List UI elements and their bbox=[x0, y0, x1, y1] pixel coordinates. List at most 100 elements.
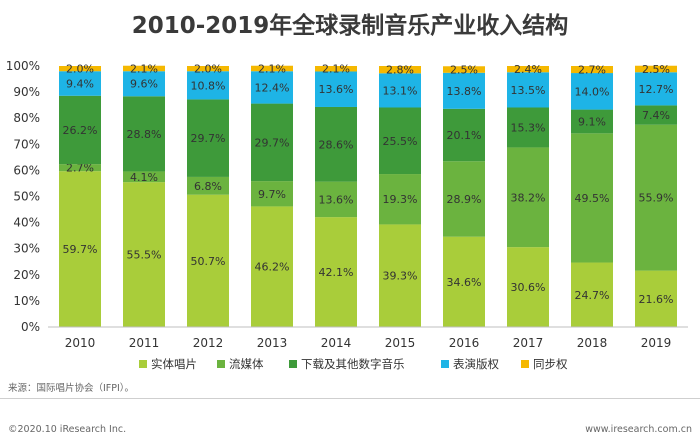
x-tick-label: 2011 bbox=[129, 336, 160, 350]
y-tick-label: 70% bbox=[13, 137, 40, 151]
data-label: 29.7% bbox=[191, 132, 226, 145]
legend-label: 下载及其他数字音乐 bbox=[301, 357, 405, 371]
bar-segment bbox=[443, 161, 485, 237]
legend-swatch bbox=[217, 360, 225, 368]
data-label: 10.8% bbox=[191, 79, 226, 92]
data-label: 9.7% bbox=[258, 188, 286, 201]
data-label: 19.3% bbox=[383, 193, 418, 206]
footer-divider bbox=[0, 398, 700, 399]
bar-segment bbox=[507, 107, 549, 148]
bar-segment bbox=[507, 72, 549, 108]
y-tick-label: 50% bbox=[13, 190, 40, 204]
bar-segment bbox=[379, 107, 421, 175]
source-note: 来源：国际唱片协会（IFPI）。 bbox=[8, 383, 135, 394]
data-label: 13.6% bbox=[319, 83, 354, 96]
bar-segment bbox=[379, 73, 421, 108]
y-tick-label: 60% bbox=[13, 163, 40, 177]
data-label: 38.2% bbox=[511, 191, 546, 204]
y-tick-label: 40% bbox=[13, 216, 40, 230]
data-label: 4.1% bbox=[130, 171, 158, 184]
bar-segment bbox=[571, 262, 613, 327]
data-label: 9.6% bbox=[130, 78, 158, 91]
bar-segment bbox=[315, 71, 357, 107]
data-label: 2.1% bbox=[322, 63, 350, 76]
y-tick-label: 0% bbox=[21, 320, 40, 334]
x-tick-label: 2010 bbox=[65, 336, 96, 350]
data-label: 49.5% bbox=[575, 192, 610, 205]
bar-segment bbox=[315, 217, 357, 327]
bar-segment bbox=[571, 73, 613, 110]
bar-segment bbox=[187, 194, 229, 327]
data-label: 2.0% bbox=[194, 63, 222, 76]
data-label: 2.5% bbox=[450, 64, 478, 77]
bar-segment bbox=[443, 72, 485, 109]
data-label: 13.1% bbox=[383, 84, 418, 97]
data-label: 46.2% bbox=[255, 261, 290, 274]
copyright: ©2020.10 iResearch Inc. bbox=[8, 424, 127, 435]
bar-segment bbox=[507, 247, 549, 327]
y-tick-label: 100% bbox=[6, 59, 40, 73]
data-label: 13.8% bbox=[447, 85, 482, 98]
data-label: 2.1% bbox=[258, 62, 286, 75]
stacked-bar-chart: 0% 10% 20% 30% 40% 50% 60% 70% 80% 90% 100% 59.7% 2.… bbox=[6, 59, 688, 371]
bar-segment bbox=[379, 224, 421, 327]
bar-segment bbox=[571, 109, 613, 134]
data-label: 42.1% bbox=[319, 266, 354, 279]
bar-segment bbox=[635, 124, 677, 271]
legend-label: 流媒体 bbox=[229, 357, 264, 371]
bar-segment bbox=[315, 181, 357, 218]
x-tick-label: 2016 bbox=[449, 336, 480, 350]
bar-segment bbox=[315, 106, 357, 182]
y-tick-label: 80% bbox=[13, 111, 40, 125]
legend-label: 表演版权 bbox=[453, 357, 499, 371]
x-tick-label: 2014 bbox=[321, 336, 352, 350]
bar-segment bbox=[59, 171, 101, 327]
website-link[interactable]: www.iresearch.com.cn bbox=[585, 424, 692, 435]
bar-segment bbox=[187, 66, 229, 72]
data-label: 9.1% bbox=[578, 115, 606, 128]
data-label: 12.7% bbox=[639, 83, 674, 96]
data-label: 55.9% bbox=[639, 192, 674, 205]
data-label: 9.4% bbox=[66, 77, 94, 90]
data-label: 7.4% bbox=[642, 109, 670, 122]
x-tick-label: 2018 bbox=[577, 336, 608, 350]
data-label: 30.6% bbox=[511, 281, 546, 294]
y-tick-label: 30% bbox=[13, 242, 40, 256]
data-label: 28.6% bbox=[319, 138, 354, 151]
data-label: 13.6% bbox=[319, 193, 354, 206]
x-tick-label: 2019 bbox=[641, 336, 672, 350]
y-tick-label: 20% bbox=[13, 268, 40, 282]
bar-segment bbox=[443, 236, 485, 327]
bar-segment bbox=[315, 66, 357, 72]
data-label: 2.4% bbox=[514, 63, 542, 76]
data-label: 14.0% bbox=[575, 85, 610, 98]
data-label: 13.5% bbox=[511, 84, 546, 97]
data-label: 15.3% bbox=[511, 121, 546, 134]
data-label: 20.1% bbox=[447, 129, 482, 142]
bar-segment bbox=[123, 65, 165, 72]
y-tick-label: 10% bbox=[13, 294, 40, 308]
data-label: 2.0% bbox=[66, 63, 94, 76]
bar-segment bbox=[379, 174, 421, 225]
data-label: 39.3% bbox=[383, 270, 418, 283]
bar-segment bbox=[59, 164, 101, 172]
chart-title: 2010-2019年全球录制音乐产业收入结构 bbox=[131, 13, 569, 39]
data-label: 2.8% bbox=[386, 64, 414, 77]
bar-segment bbox=[571, 66, 613, 74]
data-label: 59.7% bbox=[63, 243, 98, 256]
data-label: 6.8% bbox=[194, 180, 222, 193]
data-label: 26.2% bbox=[63, 124, 98, 137]
data-label: 2.1% bbox=[130, 62, 158, 75]
bar-segment bbox=[635, 65, 677, 73]
bar-segment bbox=[59, 95, 101, 165]
bar-segment bbox=[123, 182, 165, 327]
bar-segment bbox=[507, 66, 549, 73]
x-tick-label: 2015 bbox=[385, 336, 416, 350]
legend-swatch bbox=[289, 360, 297, 368]
data-label: 2.7% bbox=[578, 64, 606, 77]
bar-segment bbox=[123, 171, 165, 183]
x-tick-label: 2017 bbox=[513, 336, 544, 350]
bar-segment bbox=[251, 103, 293, 182]
data-label: 34.6% bbox=[447, 276, 482, 289]
x-tick-label: 2012 bbox=[193, 336, 224, 350]
